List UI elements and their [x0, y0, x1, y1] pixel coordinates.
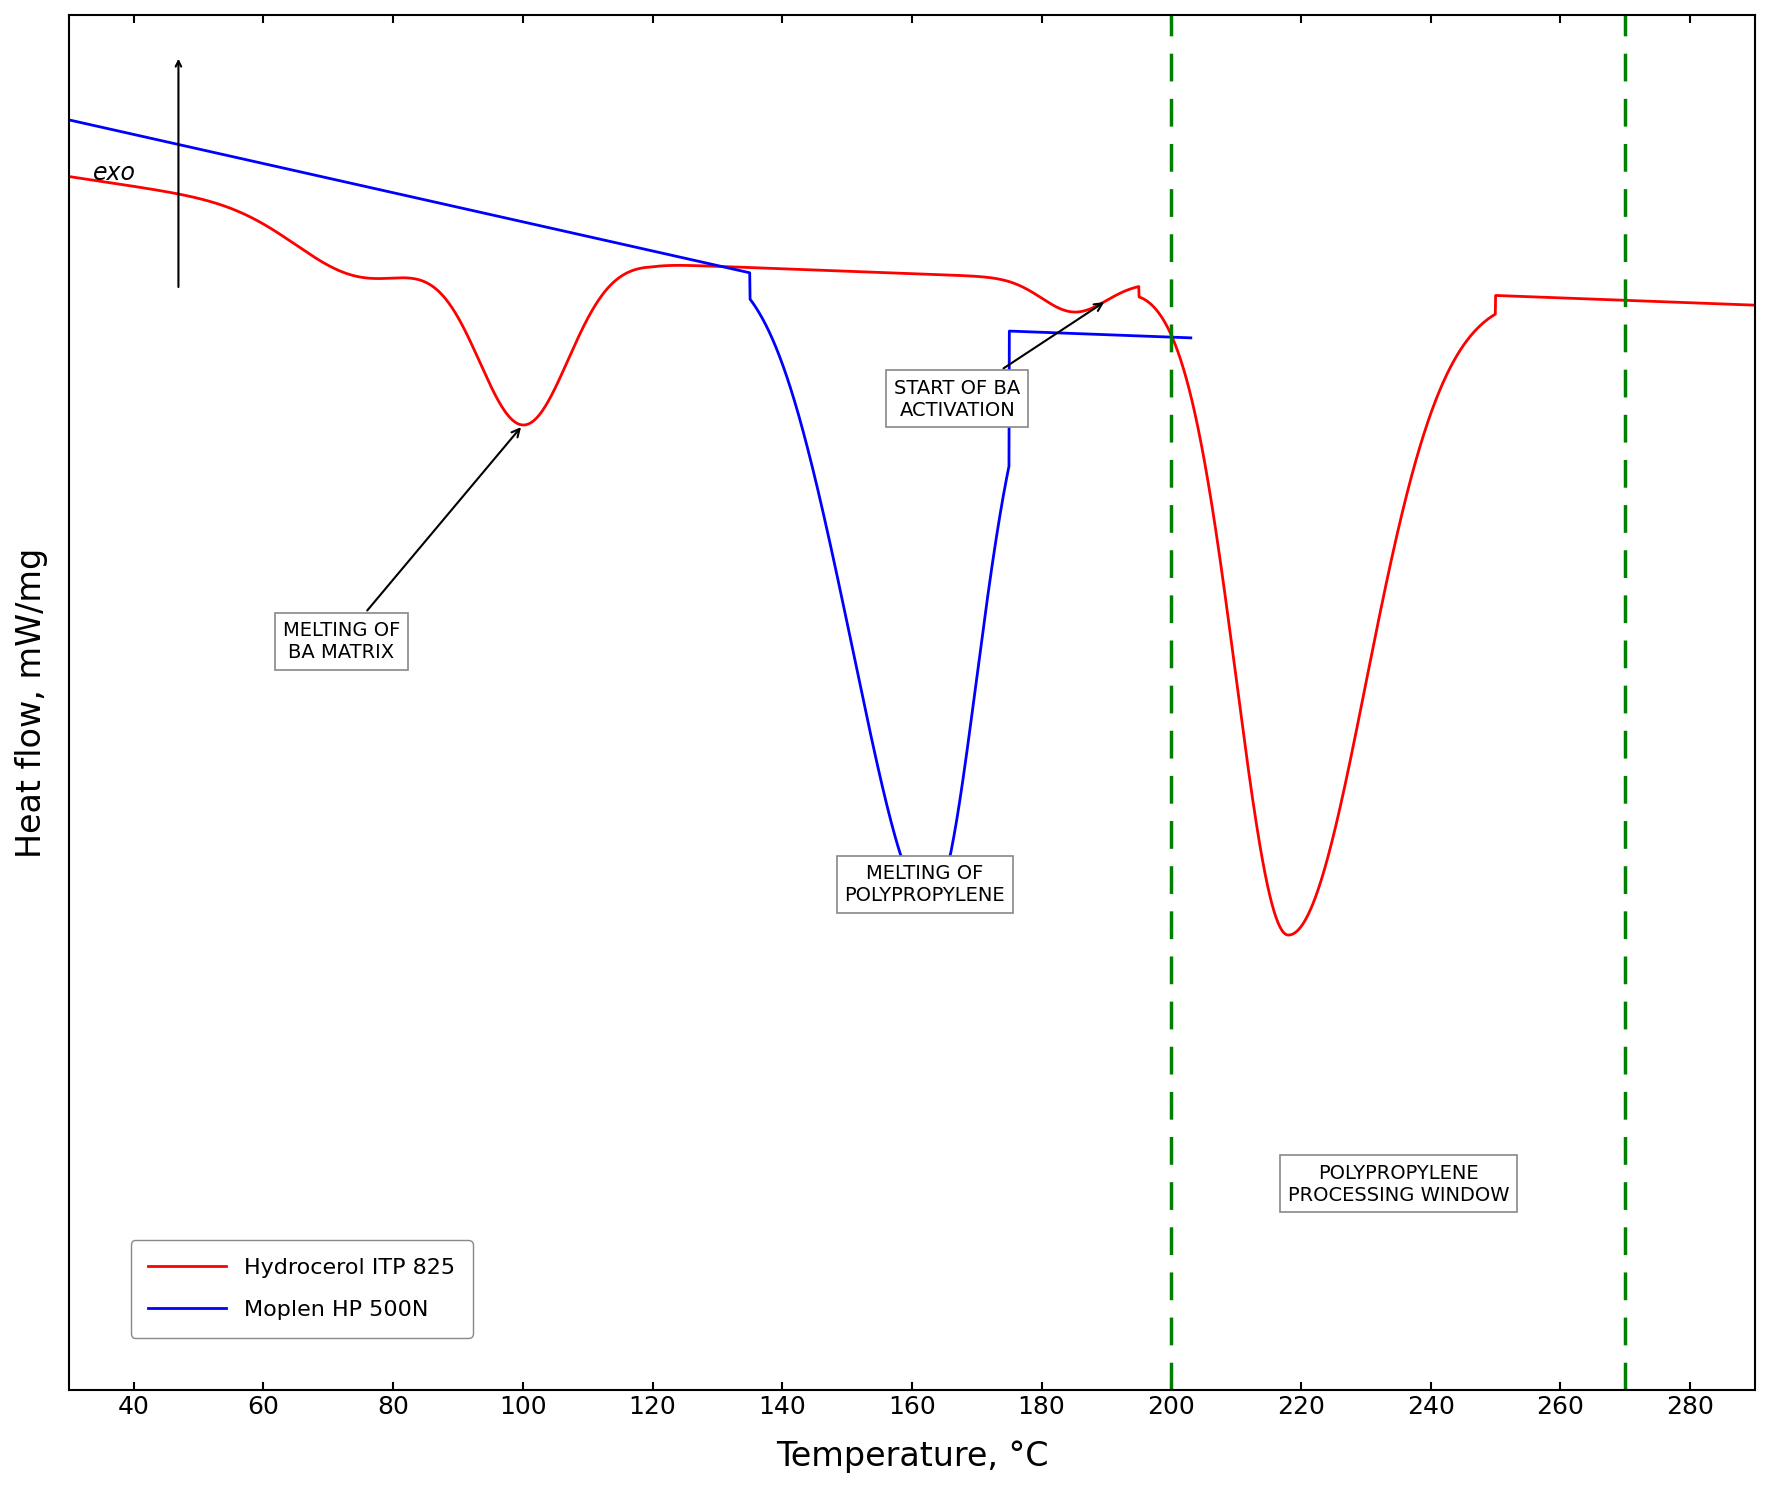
Moplen HP 500N [1181, 329, 1202, 347]
X-axis label: Temperature, °C: Temperature, °C [775, 1440, 1048, 1473]
Text: exo: exo [94, 161, 136, 185]
Moplen HP 500N [253, 155, 274, 173]
Hydrocerol ITP 825 [703, 257, 724, 275]
Text: POLYPROPYLENE
PROCESSING WINDOW: POLYPROPYLENE PROCESSING WINDOW [1287, 1164, 1510, 1204]
Moplen HP 500N [1037, 324, 1058, 342]
Line: Hydrocerol ITP 825: Hydrocerol ITP 825 [69, 177, 1756, 934]
Legend: Hydrocerol ITP 825, Moplen HP 500N: Hydrocerol ITP 825, Moplen HP 500N [131, 1240, 473, 1338]
Moplen HP 500N [536, 219, 558, 237]
Y-axis label: Heat flow, mW/mg: Heat flow, mW/mg [14, 548, 48, 857]
Moplen HP 500N [489, 208, 510, 226]
Hydrocerol ITP 825 [1444, 350, 1466, 368]
Moplen HP 500N [186, 140, 207, 158]
Text: MELTING OF
POLYPROPYLENE: MELTING OF POLYPROPYLENE [844, 865, 1005, 905]
Hydrocerol ITP 825 [1278, 926, 1299, 943]
Hydrocerol ITP 825 [1745, 296, 1766, 314]
Text: MELTING OF
BA MATRIX: MELTING OF BA MATRIX [283, 429, 520, 662]
Hydrocerol ITP 825 [1154, 314, 1175, 332]
Line: Moplen HP 500N: Moplen HP 500N [69, 121, 1191, 905]
Moplen HP 500N [1158, 329, 1179, 347]
Hydrocerol ITP 825 [365, 269, 386, 287]
Text: START OF BA
ACTIVATION: START OF BA ACTIVATION [894, 304, 1103, 420]
Moplen HP 500N [919, 896, 940, 914]
Hydrocerol ITP 825 [1317, 851, 1338, 869]
Hydrocerol ITP 825 [58, 168, 80, 186]
Moplen HP 500N [58, 112, 80, 129]
Hydrocerol ITP 825 [1069, 304, 1090, 321]
